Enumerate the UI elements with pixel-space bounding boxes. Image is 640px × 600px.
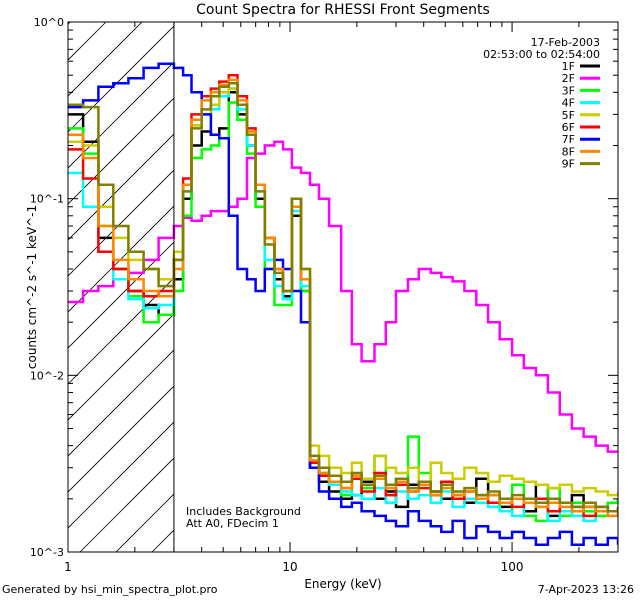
time-range-label: 02:53:00 to 02:54:00 [483, 48, 600, 61]
y-tick-label: 10^-3 [30, 546, 64, 559]
series-line-6F [68, 73, 618, 518]
series-line-8F [68, 78, 618, 518]
chart-title: Count Spectra for RHESSI Front Segments [196, 2, 490, 18]
legend-label-6F: 6F [562, 121, 575, 134]
legend-label-7F: 7F [562, 133, 575, 146]
series-line-9F [68, 82, 618, 513]
x-tick-label: 100 [501, 560, 524, 574]
legend-label-4F: 4F [562, 97, 575, 110]
legend-label-3F: 3F [562, 84, 575, 97]
x-axis-label: Energy (keV) [304, 577, 381, 591]
series-line-7F [68, 62, 618, 546]
generator-credit: Generated by hsi_min_spectra_plot.pro [2, 583, 218, 596]
y-tick-label: 10^-2 [30, 369, 64, 382]
legend-label-2F: 2F [562, 72, 575, 85]
series-lines [68, 62, 618, 546]
legend-label-1F: 1F [562, 60, 575, 73]
series-line-1F [68, 91, 618, 518]
legend-label-8F: 8F [562, 145, 575, 158]
generation-timestamp: 7-Apr-2023 13:26 [537, 583, 634, 596]
y-axis-label: counts cm^-2 s^-1 keV^-1 [25, 205, 39, 369]
note-background: Includes Background [186, 505, 301, 518]
note-attenuator: Att A0, FDecim 1 [186, 517, 279, 530]
x-tick-label: 10 [282, 560, 297, 574]
y-axis: 10^0 10^-1 10^-2 10^-3 [30, 16, 618, 559]
x-tick-label: 1 [64, 560, 72, 574]
series-line-3F [68, 101, 618, 523]
y-tick-label: 10^-1 [30, 193, 64, 206]
date-label: 17-Feb-2003 [531, 36, 600, 49]
legend-label-9F: 9F [562, 158, 575, 171]
legend-label-5F: 5F [562, 109, 575, 122]
y-tick-label: 10^0 [34, 16, 64, 29]
x-axis: 1 10 100 [64, 22, 619, 574]
plot-frame [67, 21, 619, 553]
